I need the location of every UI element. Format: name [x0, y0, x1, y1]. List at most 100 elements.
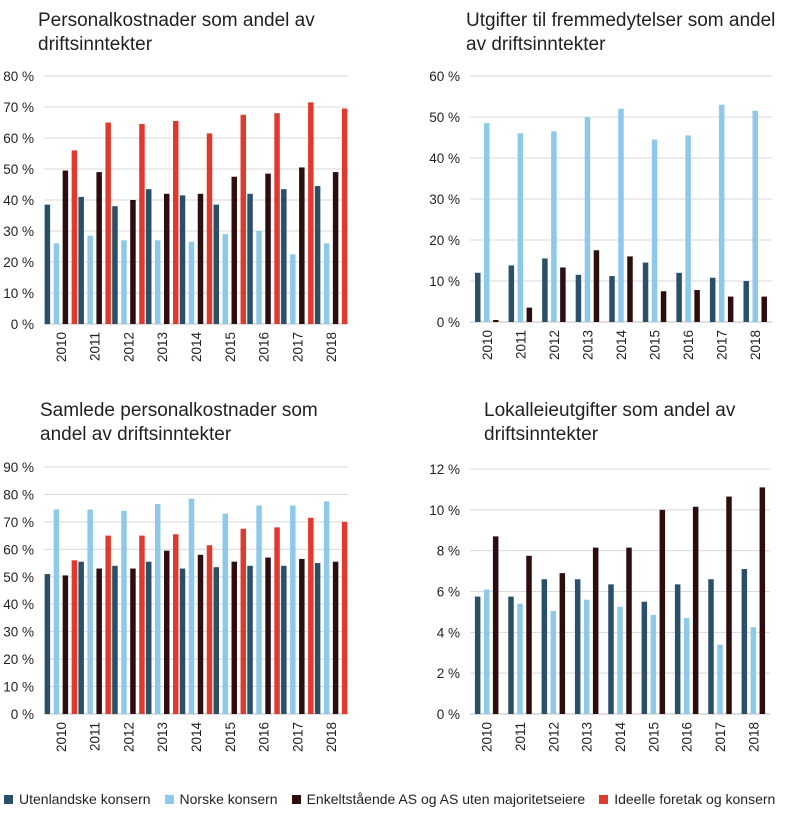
- y-tick-label: 10 %: [429, 274, 460, 289]
- bar: [179, 568, 186, 714]
- x-tick-label: 2016: [257, 332, 272, 362]
- x-tick-label: 2017: [713, 722, 728, 752]
- bar: [659, 509, 666, 714]
- bar: [231, 561, 238, 714]
- bar: [240, 114, 247, 324]
- bar: [593, 250, 600, 322]
- x-tick-label: 2011: [513, 722, 528, 751]
- bar: [281, 565, 287, 714]
- x-tick-label: 2012: [121, 332, 136, 362]
- bar: [163, 550, 170, 714]
- x-tick-label: 2010: [54, 332, 69, 362]
- bar: [560, 267, 566, 322]
- bar: [53, 243, 60, 324]
- chart-title: Samlede personalkostnader som: [40, 400, 318, 421]
- chart-title: Personalkostnader som andel av: [38, 10, 315, 31]
- x-tick-label: 2012: [546, 722, 561, 752]
- bar: [708, 579, 714, 714]
- bar: [526, 555, 532, 714]
- chart-title: driftsinntekter: [484, 424, 599, 445]
- bar: [71, 150, 78, 324]
- bar: [139, 535, 145, 714]
- y-tick-label: 40 %: [429, 151, 460, 166]
- y-tick-label: 0 %: [437, 315, 460, 330]
- y-tick-label: 40 %: [3, 193, 34, 208]
- y-tick-label: 90 %: [3, 460, 34, 475]
- legend-item: Norske konsern: [164, 791, 278, 807]
- bar: [197, 554, 204, 714]
- x-tick-label: 2012: [121, 722, 136, 752]
- bar: [332, 172, 339, 324]
- y-tick-label: 20 %: [429, 233, 460, 248]
- bar: [179, 195, 186, 324]
- bar: [308, 517, 314, 714]
- bar: [508, 596, 514, 714]
- bar: [121, 240, 127, 324]
- chart-fremmedytelser: Utgifter til fremmedytelser som andel av …: [429, 10, 775, 360]
- x-tick-label: 2017: [715, 330, 730, 360]
- bar: [550, 610, 557, 714]
- x-tick-label: 2013: [580, 722, 595, 752]
- bar: [542, 258, 548, 322]
- bar: [281, 189, 287, 324]
- bar: [694, 290, 700, 322]
- x-tick-label: 2014: [189, 722, 204, 753]
- bar: [247, 565, 253, 714]
- x-tick-label: 2017: [290, 332, 305, 362]
- bar: [112, 206, 118, 324]
- legend-swatch: [4, 794, 13, 804]
- bar: [726, 496, 732, 714]
- chart-lokalleieutgifter: Lokalleieutgifter som andel av driftsinnt…: [429, 400, 770, 753]
- legend: Utenlandske konsern Norske konsern Enkel…: [0, 786, 800, 812]
- y-tick-label: 30 %: [429, 192, 460, 207]
- bar: [541, 579, 548, 714]
- bar: [574, 579, 581, 714]
- y-tick-label: 4 %: [437, 625, 460, 640]
- x-tick-label: 2014: [613, 722, 628, 753]
- bar: [265, 557, 271, 714]
- legend-item: Utenlandske konsern: [4, 791, 151, 807]
- bar: [290, 254, 296, 324]
- y-tick-label: 6 %: [437, 585, 460, 600]
- bar: [87, 235, 93, 324]
- charts-area: Personalkostnader som andel av driftsinnt…: [3, 10, 775, 753]
- bar: [752, 110, 758, 322]
- legend-item: Enkeltstående AS og AS uten majoritetsei…: [291, 791, 585, 807]
- bar: [475, 272, 481, 322]
- x-tick-label: 2017: [290, 722, 305, 752]
- y-tick-label: 0 %: [11, 707, 34, 722]
- bar: [575, 274, 582, 322]
- x-tick-label: 2010: [480, 330, 495, 360]
- bar: [551, 131, 557, 322]
- bar: [617, 606, 623, 714]
- bar: [650, 614, 657, 714]
- legend-swatch: [164, 794, 174, 804]
- y-tick-label: 0 %: [11, 317, 34, 332]
- bar: [130, 568, 136, 714]
- x-tick-label: 2016: [680, 722, 695, 752]
- bar: [172, 120, 179, 324]
- bar: [332, 561, 339, 714]
- bar: [341, 521, 348, 714]
- x-tick-label: 2014: [189, 332, 204, 363]
- bar: [676, 272, 682, 322]
- x-tick-label: 2012: [547, 330, 562, 360]
- bar: [741, 569, 748, 714]
- x-tick-label: 2016: [681, 330, 696, 360]
- bar: [618, 108, 624, 322]
- bar: [105, 122, 111, 324]
- bar: [584, 117, 591, 322]
- legend-label: Ideelle foretak og konsern: [614, 791, 776, 807]
- bar: [112, 565, 118, 714]
- x-tick-label: 2015: [648, 330, 663, 360]
- bar: [154, 240, 161, 324]
- x-tick-label: 2011: [88, 332, 103, 361]
- bar: [517, 603, 523, 714]
- bar: [197, 193, 204, 324]
- bar: [240, 528, 247, 714]
- x-tick-label: 2010: [54, 722, 69, 752]
- bar: [172, 534, 179, 714]
- bar: [274, 113, 280, 324]
- bar: [727, 296, 734, 322]
- chart-personalkostnader: Personalkostnader som andel av driftsinnt…: [3, 10, 348, 363]
